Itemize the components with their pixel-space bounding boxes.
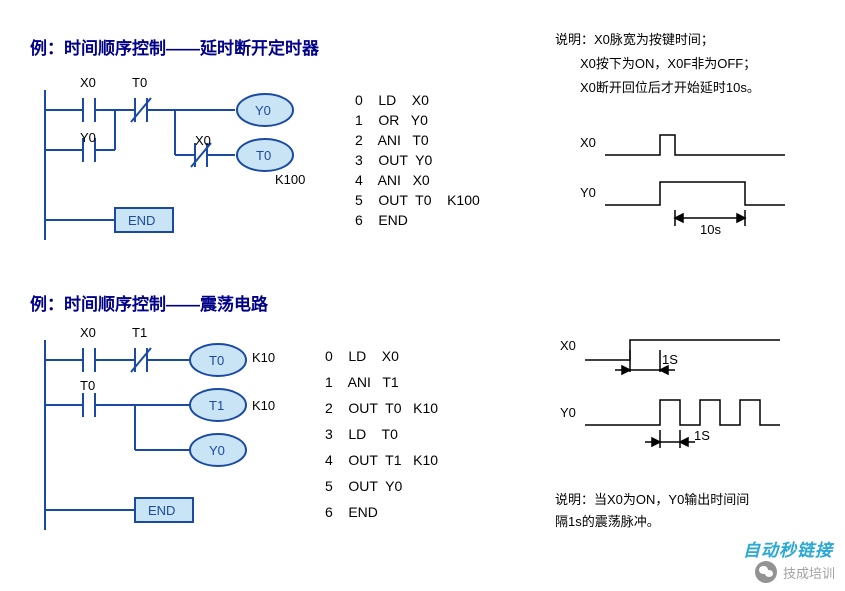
coil-y0: Y0	[255, 103, 271, 118]
t2-d2: 1S	[694, 428, 710, 443]
k10a: K10	[252, 350, 275, 365]
section2-title: 例：时间顺序控制——震荡电路	[30, 290, 268, 315]
l2-x0: X0	[80, 325, 96, 340]
lbl-x0: X0	[80, 75, 96, 90]
lbl-x0b: X0	[195, 133, 211, 148]
ladder-diagram-1	[35, 80, 325, 250]
code1-1: 1 OR Y0	[355, 112, 428, 128]
l2-t0: T0	[80, 378, 95, 393]
lbl-t0c: T0	[132, 75, 147, 90]
desc2-1: 隔1s的震荡脉冲。	[555, 512, 660, 533]
l2-t1: T1	[132, 325, 147, 340]
watermark-text: 技成培训	[783, 563, 835, 582]
t2-d1: 1S	[662, 352, 678, 367]
t1-y0: Y0	[580, 185, 596, 200]
code2-4: 4 OUT T1 K10	[325, 452, 438, 468]
end1: END	[128, 213, 155, 228]
desc1-1: X0按下为ON，X0F非为OFF；	[580, 54, 756, 75]
coil2-y0: Y0	[209, 443, 225, 458]
timing-diagram-2	[555, 330, 805, 460]
timing-diagram-1	[575, 120, 805, 240]
t1-x0: X0	[580, 135, 596, 150]
code2-3: 3 LD T0	[325, 426, 398, 442]
k100: K100	[275, 172, 305, 187]
t2-x0: X0	[560, 338, 576, 353]
coil2-t1: T1	[209, 398, 224, 413]
desc1-2: X0断开回位后才开始延时10s。	[580, 78, 760, 99]
code2-2: 2 OUT T0 K10	[325, 400, 438, 416]
brand-text: 自动秒链接	[743, 536, 833, 561]
code1-6: 6 END	[355, 212, 408, 228]
code1-0: 0 LD X0	[355, 92, 429, 108]
end2: END	[148, 503, 175, 518]
coil-t0: T0	[256, 148, 271, 163]
code2-5: 5 OUT Y0	[325, 478, 402, 494]
code1-4: 4 ANI X0	[355, 172, 430, 188]
t1-dur: 10s	[700, 222, 721, 237]
lbl-y0c: Y0	[80, 130, 96, 145]
code2-0: 0 LD X0	[325, 348, 399, 364]
wechat-icon	[755, 561, 777, 583]
k10b: K10	[252, 398, 275, 413]
desc2-0: 说明：当X0为ON，Y0输出时间间	[555, 490, 749, 511]
coil2-t0: T0	[209, 353, 224, 368]
section1-title: 例：时间顺序控制——延时断开定时器	[30, 34, 319, 59]
code1-5: 5 OUT T0 K100	[355, 192, 480, 208]
t2-y0: Y0	[560, 405, 576, 420]
watermark: 技成培训	[755, 561, 835, 583]
code1-2: 2 ANI T0	[355, 132, 429, 148]
code2-6: 6 END	[325, 504, 378, 520]
desc1-0: 说明：X0脉宽为按键时间；	[555, 30, 714, 51]
code1-3: 3 OUT Y0	[355, 152, 432, 168]
code2-1: 1 ANI T1	[325, 374, 399, 390]
